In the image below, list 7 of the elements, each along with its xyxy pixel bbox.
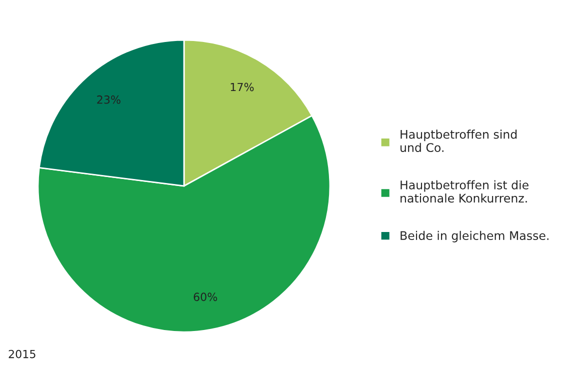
data-label: 60% <box>194 292 218 302</box>
legend-label: Hauptbetroffen sind und Co. <box>400 130 517 152</box>
data-label: 17% <box>230 82 254 92</box>
legend-label: Beide in gleichem Masse. <box>400 230 548 242</box>
legend-label: Hauptbetroffen ist die nationale Konkurrenz. <box>400 180 528 203</box>
text: 2015 <box>8 350 36 358</box>
data-label: 23% <box>97 95 120 104</box>
